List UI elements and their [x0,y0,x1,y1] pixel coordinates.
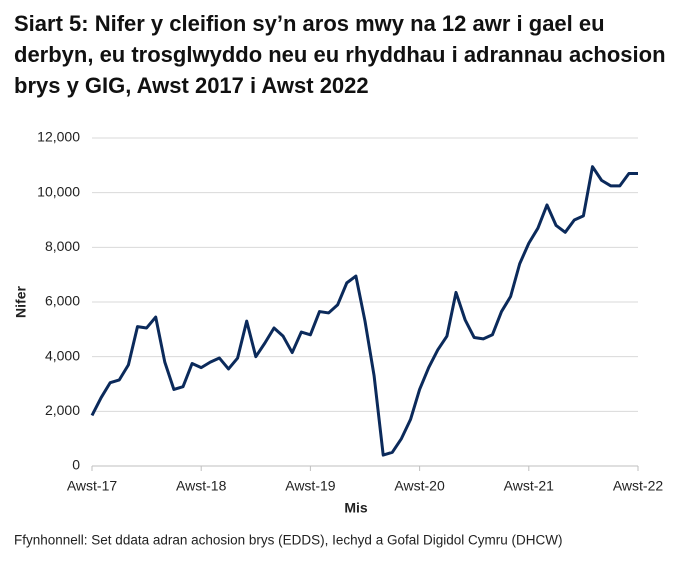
y-tick-label: 12,000 [37,129,80,145]
x-tick-label: Awst-21 [504,478,555,494]
y-axis-title: Nifer [13,286,29,318]
source-note: Ffynhonnell: Set ddata adran achosion br… [14,533,562,548]
x-tick-label: Awst-18 [176,478,227,494]
x-tick-label: Awst-19 [285,478,336,494]
x-axis-title: Mis [344,500,368,516]
y-tick-label: 6,000 [45,293,80,309]
x-tick-label: Awst-20 [394,478,445,494]
y-tick-label: 10,000 [37,183,80,199]
y-tick-label: 0 [72,457,80,473]
y-tick-label: 2,000 [45,402,80,418]
x-tick-label: Awst-17 [67,478,118,494]
y-tick-label: 4,000 [45,347,80,363]
chart-title: Siart 5: Nifer y cleifion sy’n aros mwy … [14,11,666,98]
y-tick-label: 8,000 [45,238,80,254]
data-line [90,165,638,457]
x-tick-label: Awst-22 [613,478,664,494]
